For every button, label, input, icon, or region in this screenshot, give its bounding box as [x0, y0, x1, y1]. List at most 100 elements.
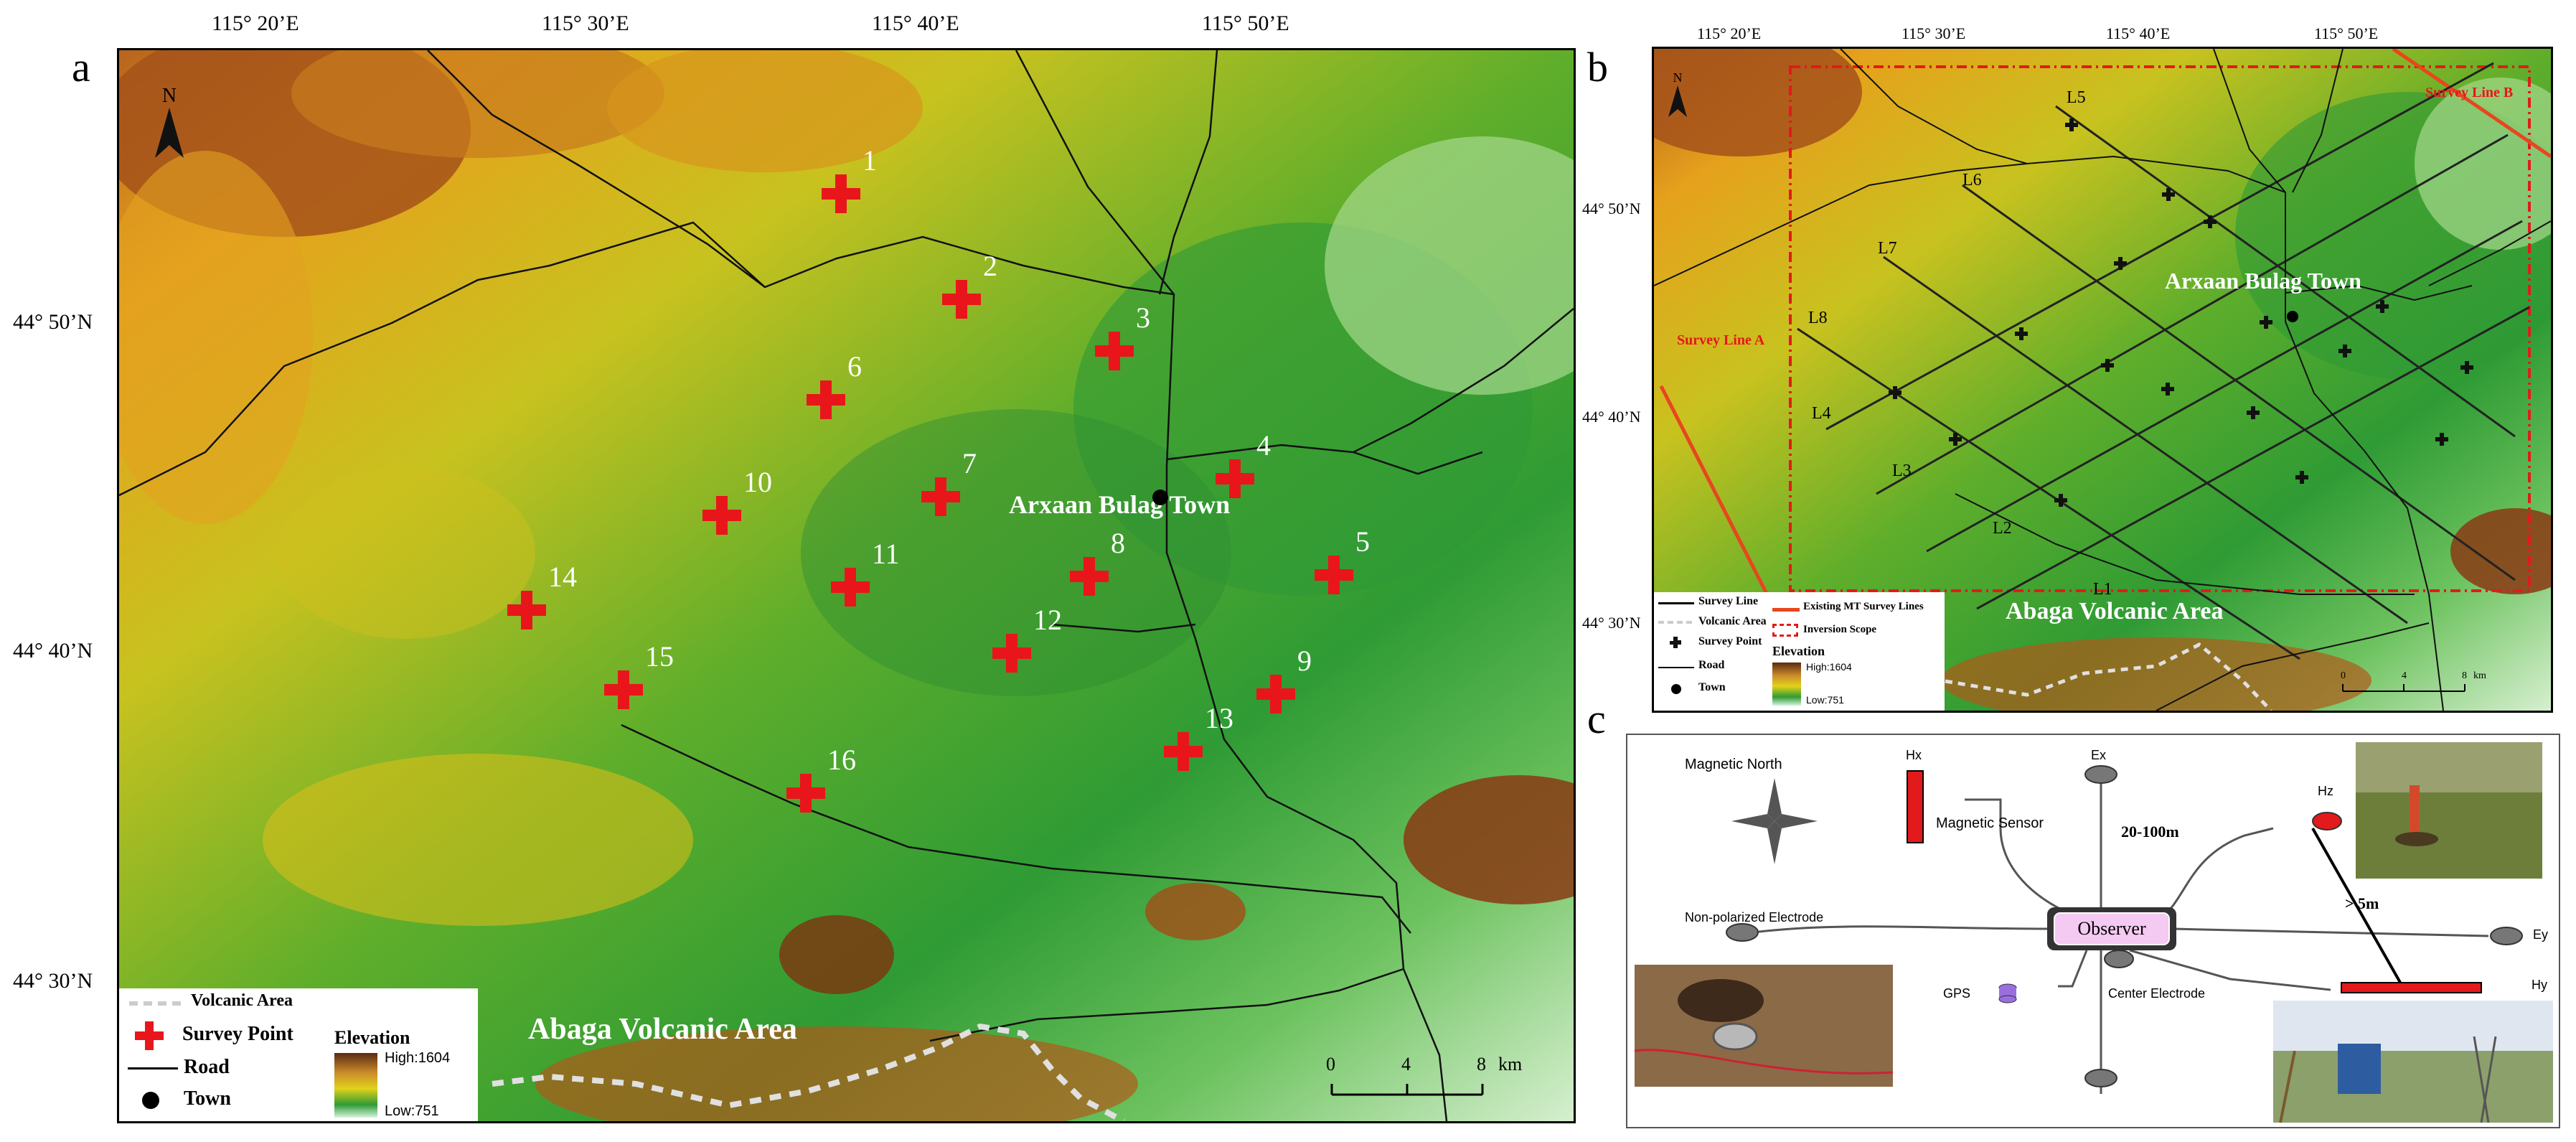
panel-a-volcanic-boundary: [492, 1023, 1125, 1121]
legend-road-swatch: [128, 1067, 178, 1070]
panel-a-town-label: Arxaan Bulag Town: [1009, 490, 1231, 519]
survey-point-label: 3: [1136, 301, 1150, 334]
panel-c-letter: c: [1587, 696, 1606, 742]
survey-point-label: 16: [827, 744, 856, 776]
survey-point-label: 15: [645, 640, 674, 673]
ex-electrode: [2084, 765, 2117, 784]
line-label: L5: [2067, 88, 2086, 107]
panel-b-survey-lines: [1797, 62, 2530, 660]
line-label: L1: [2093, 580, 2112, 599]
hy-label: Hy: [2532, 978, 2547, 992]
survey-point-marker: [702, 496, 741, 538]
legend-elevation-low: Low:751: [385, 1103, 439, 1119]
legend-elevation-high: High:1604: [385, 1050, 451, 1066]
survey-point-cross-icon: [1095, 332, 1134, 370]
panel-c-wiring: [1634, 742, 2553, 1123]
line-label: L7: [1878, 239, 1897, 258]
legend-existing-mt-label: Existing MT Survey Lines: [1803, 601, 1924, 612]
hx-label: Hx: [1906, 748, 1922, 762]
panel-a-legend: Volcanic Area Survey Point Road Town Ele…: [119, 988, 478, 1121]
panel-b-lat-tick: 44° 40’N: [1582, 408, 1641, 426]
legend-elevation-title: Elevation: [334, 1027, 410, 1048]
survey-point-cross-icon: [921, 477, 960, 516]
north-label: N: [1673, 70, 1683, 85]
legend-road-swatch: [1658, 667, 1694, 668]
survey-point-cross-icon: [1164, 732, 1203, 771]
legend-volcanic-label: Volcanic Area: [191, 991, 293, 1010]
panel-a-scale-zero: 0: [1326, 1054, 1335, 1075]
panel-b-lat-tick: 44° 30’N: [1582, 614, 1641, 632]
panel-b-north-arrow: N: [1668, 70, 1687, 121]
compass-icon: [1731, 778, 1818, 864]
panel-a-lat-tick: 44° 40’N: [13, 639, 93, 663]
panel-a-lon-tick: 115° 20’E: [212, 11, 299, 35]
survey-point-marker: [786, 774, 825, 816]
non-polarized-label: Non-polarized Electrode: [1685, 910, 1824, 925]
panel-a-scale-bar: [1330, 1084, 1484, 1096]
legend-elevation-ramp: [334, 1053, 377, 1118]
panel-a-scale-mid: 4: [1401, 1054, 1411, 1075]
survey-point-marker: [1315, 556, 1353, 598]
survey-point-cross-icon: [1315, 556, 1353, 594]
legend-town-label: Town: [1698, 681, 1726, 693]
panel-a-town-marker: [1152, 490, 1168, 505]
observer-label: Observer: [2077, 918, 2146, 939]
survey-point-label: 11: [872, 538, 900, 570]
panel-b-legend: Survey Line Volcanic Area Survey Point R…: [1654, 592, 1945, 711]
north-arrow-icon: [1668, 85, 1687, 117]
line-label: L4: [1812, 404, 1831, 423]
legend-volcanic-label: Volcanic Area: [1698, 615, 1767, 627]
survey-point-marker: [1256, 675, 1295, 717]
panel-b-lat-tick: 44° 50’N: [1582, 200, 1641, 217]
legend-road-label: Road: [184, 1056, 230, 1078]
photo-field-setup: [2273, 1001, 2553, 1123]
survey-point-label: 7: [962, 447, 977, 479]
panel-a-scale-unit: km: [1498, 1054, 1523, 1075]
line-label: L6: [1962, 171, 1982, 189]
survey-point-marker: [807, 380, 845, 423]
survey-point-label: 4: [1256, 429, 1271, 462]
survey-point-label: 5: [1355, 525, 1370, 558]
survey-point-label: 10: [743, 466, 772, 498]
legend-survey-point-icon: [1670, 637, 1681, 648]
legend-volcanic-swatch: [129, 1001, 187, 1006]
panel-b-letter: b: [1587, 44, 1608, 90]
hz-label: Hz: [2318, 784, 2333, 798]
panel-b-survey-line-b-label: Survey Line B: [2425, 85, 2514, 100]
line-label: L2: [1993, 519, 2012, 538]
panel-b-volcanic-label: Abaga Volcanic Area: [2006, 598, 2224, 624]
distance-label-1: 20-100m: [2121, 823, 2179, 841]
hx-sensor: [1907, 770, 1924, 843]
survey-point-label: 13: [1205, 702, 1233, 734]
legend-survey-point-icon: [135, 1021, 164, 1050]
panel-b-lon-tick: 115° 50’E: [2314, 24, 2379, 42]
survey-line-b: [2392, 49, 2551, 159]
panel-a-lat-tick: 44° 50’N: [13, 310, 93, 334]
panel-b-inversion-scope: [1789, 65, 2531, 592]
ey-electrode: [2490, 927, 2523, 945]
legend-inversion-label: Inversion Scope: [1803, 624, 1877, 635]
legend-survey-point-label: Survey Point: [1698, 635, 1762, 647]
legend-volcanic-swatch: [1658, 621, 1694, 624]
panel-b-map: N Arxaan Bulag Town Abaga Volcanic Area …: [1652, 47, 2553, 713]
legend-town-label: Town: [184, 1087, 231, 1110]
panel-b-lon-tick: 115° 20’E: [1697, 24, 1762, 42]
panel-a-lon-tick: 115° 40’E: [872, 11, 959, 35]
survey-point-cross-icon: [1216, 459, 1254, 498]
legend-town-icon: [142, 1092, 159, 1109]
panel-b-roads: [1654, 49, 2551, 711]
panel-b-lon-tick: 115° 40’E: [2106, 24, 2171, 42]
legend-survey-line-label: Survey Line: [1698, 595, 1759, 607]
legend-town-icon: [1671, 684, 1681, 694]
legend-road-label: Road: [1698, 659, 1725, 671]
survey-point-marker: [831, 568, 870, 610]
panel-b-lon-tick: 115° 30’E: [1902, 24, 1966, 42]
distance-label-2: > 5m: [2345, 894, 2379, 912]
survey-point-label: 9: [1297, 645, 1312, 677]
panel-b-town-label: Arxaan Bulag Town: [2165, 268, 2361, 294]
panel-a-lat-tick: 44° 30’N: [13, 969, 93, 993]
observer-box: [2054, 912, 2170, 945]
magnetic-north-label: Magnetic North: [1685, 757, 1782, 772]
survey-point-label: 14: [548, 561, 577, 593]
survey-point-cross-icon: [831, 568, 870, 607]
